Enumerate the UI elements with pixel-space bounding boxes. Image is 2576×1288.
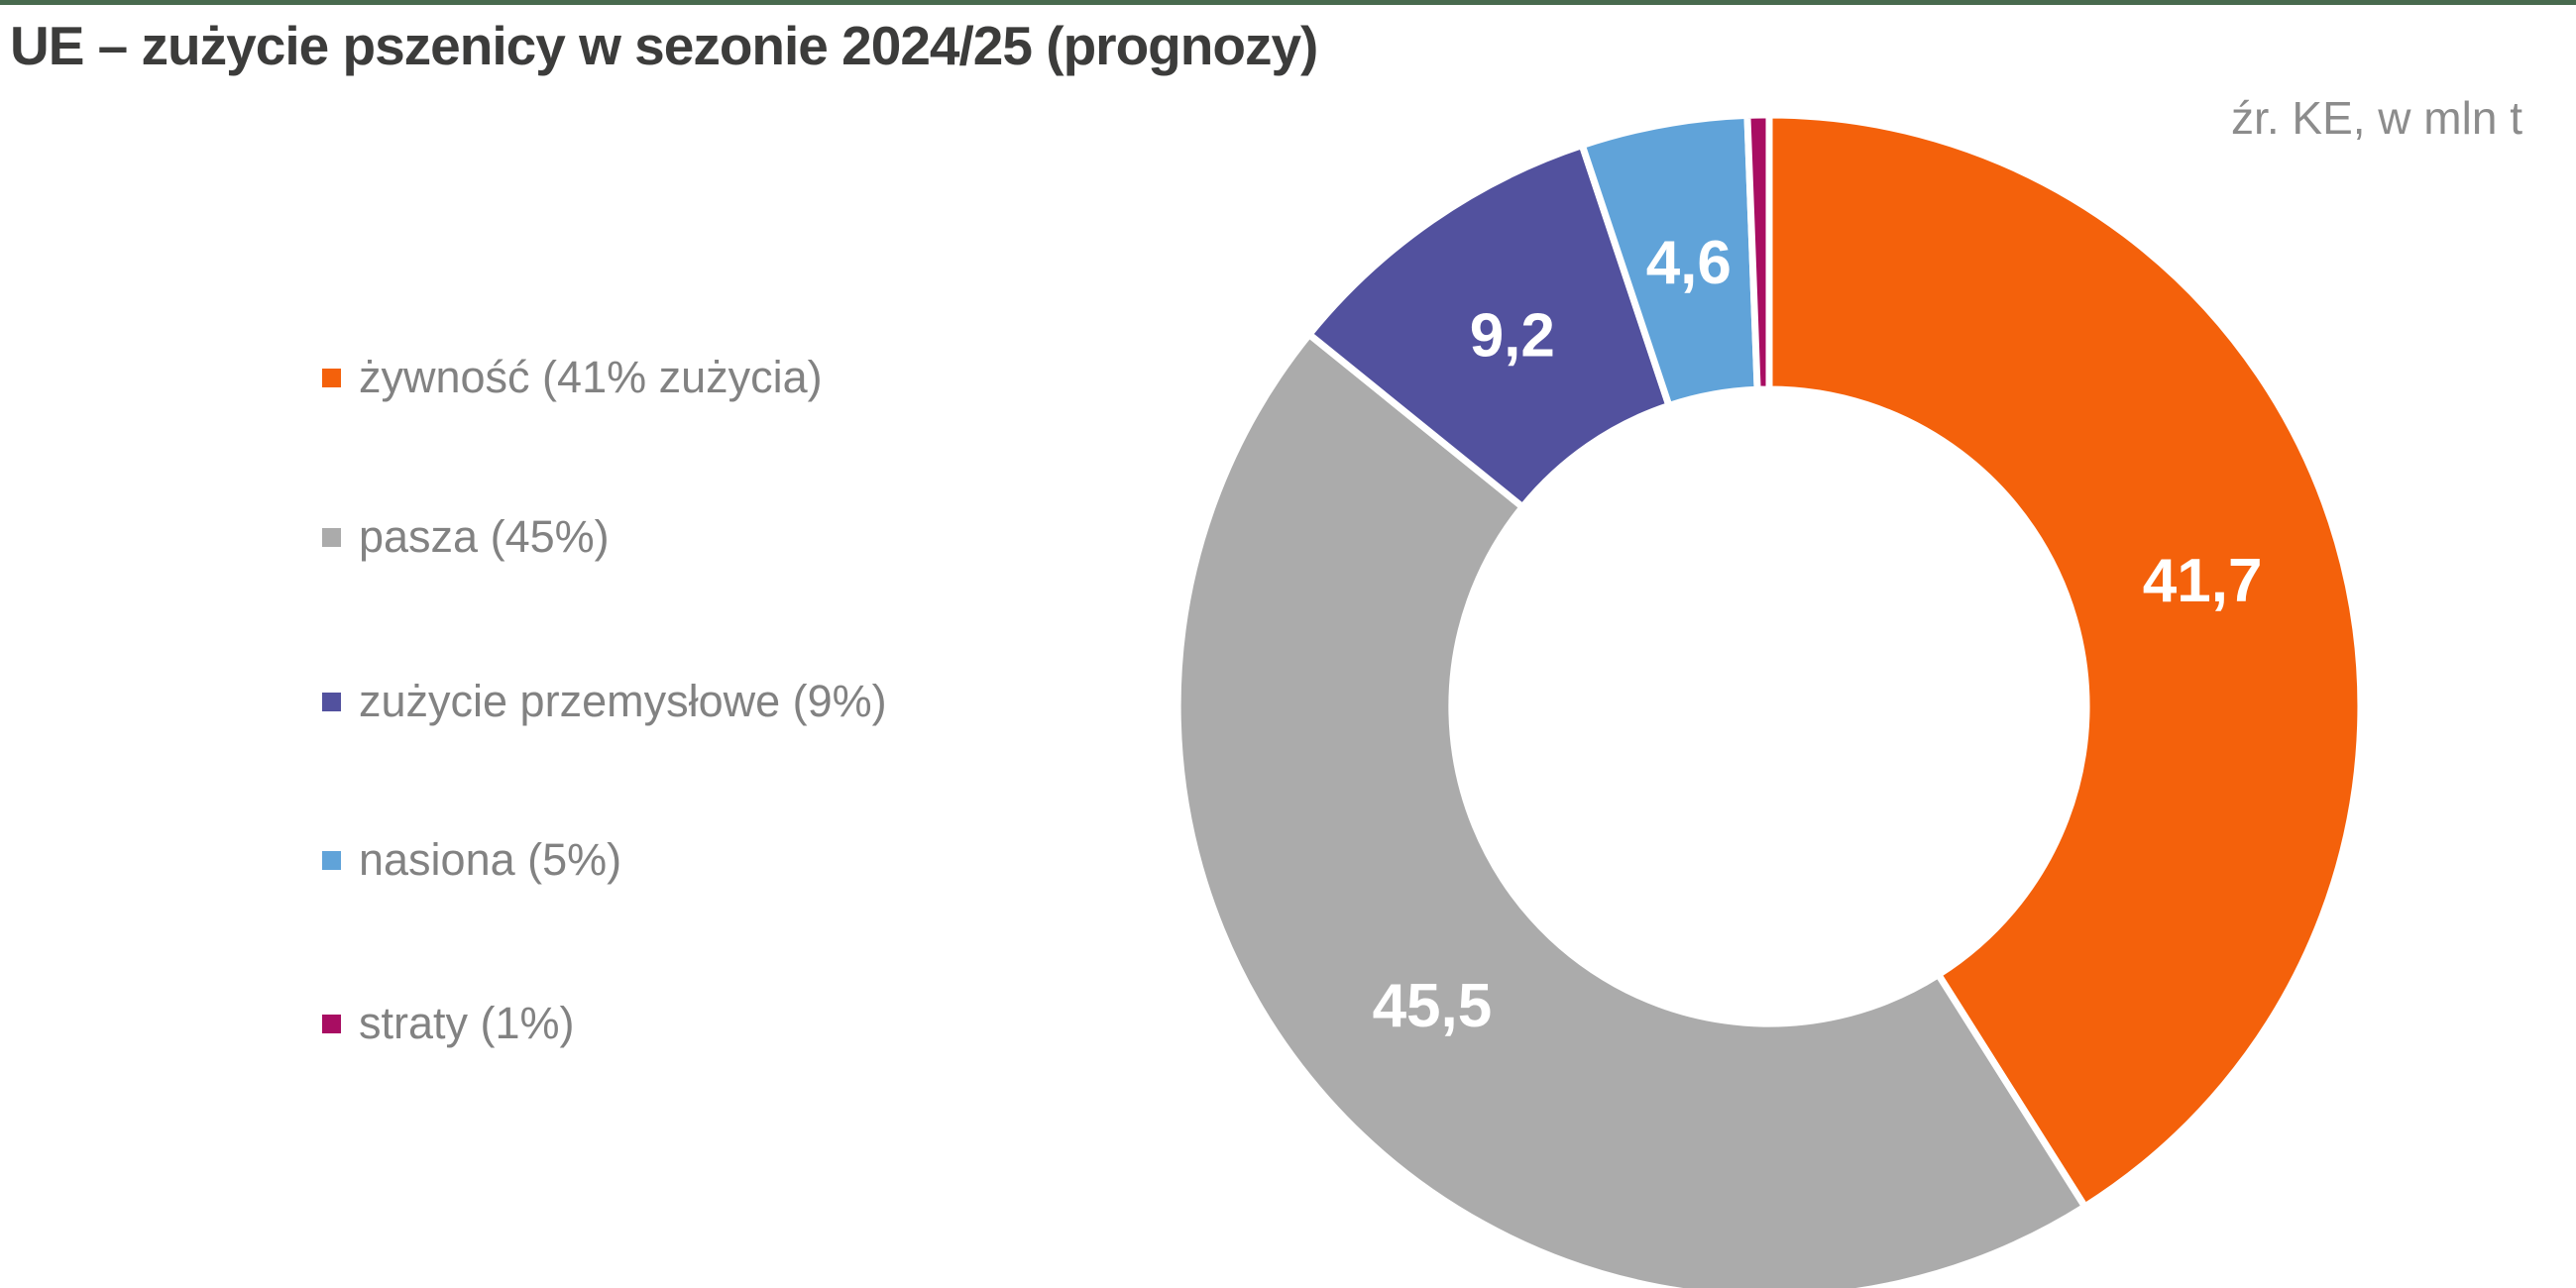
donut-slice-zywnosc	[1765, 111, 2365, 1211]
slice-data-label-zuzycie-przemyslowe: 9,2	[1470, 302, 1555, 371]
slice-data-label-nasiona: 4,6	[1646, 229, 1732, 297]
legend-item-label: straty (1%)	[359, 998, 575, 1048]
legend-swatch-icon	[322, 850, 341, 870]
page-title: UE – zużycie pszenicy w sezonie 2024/25 …	[10, 15, 1318, 76]
slice-data-label-pasza: 45,5	[1373, 972, 1493, 1040]
legend-swatch-icon	[322, 368, 341, 387]
legend-item-nasiona-5: nasiona (5%)	[322, 832, 621, 888]
legend-item-straty-1: straty (1%)	[322, 996, 575, 1051]
legend-swatch-icon	[322, 1014, 341, 1033]
legend-swatch-icon	[322, 692, 341, 711]
donut-slice-pasza	[1174, 331, 2088, 1288]
legend-item-label: zużycie przemysłowe (9%)	[359, 676, 887, 726]
legend-item-zywnosc-41-zuzycia: żywność (41% zużycia)	[322, 350, 823, 405]
legend-item-label: pasza (45%)	[359, 511, 610, 562]
legend-item-pasza-45: pasza (45%)	[322, 509, 610, 565]
top-accent-bar	[0, 0, 2576, 5]
legend-item-zuzycie-przemyslowe-9: zużycie przemysłowe (9%)	[322, 674, 887, 729]
donut-slice-straty	[1743, 111, 1773, 393]
source-note: źr. KE, w mln t	[2231, 92, 2522, 144]
slice-data-label-zywnosc: 41,7	[2143, 547, 2263, 615]
legend-item-label: nasiona (5%)	[359, 834, 622, 885]
legend-swatch-icon	[322, 527, 341, 547]
legend-item-label: żywność (41% zużycia)	[359, 352, 823, 402]
